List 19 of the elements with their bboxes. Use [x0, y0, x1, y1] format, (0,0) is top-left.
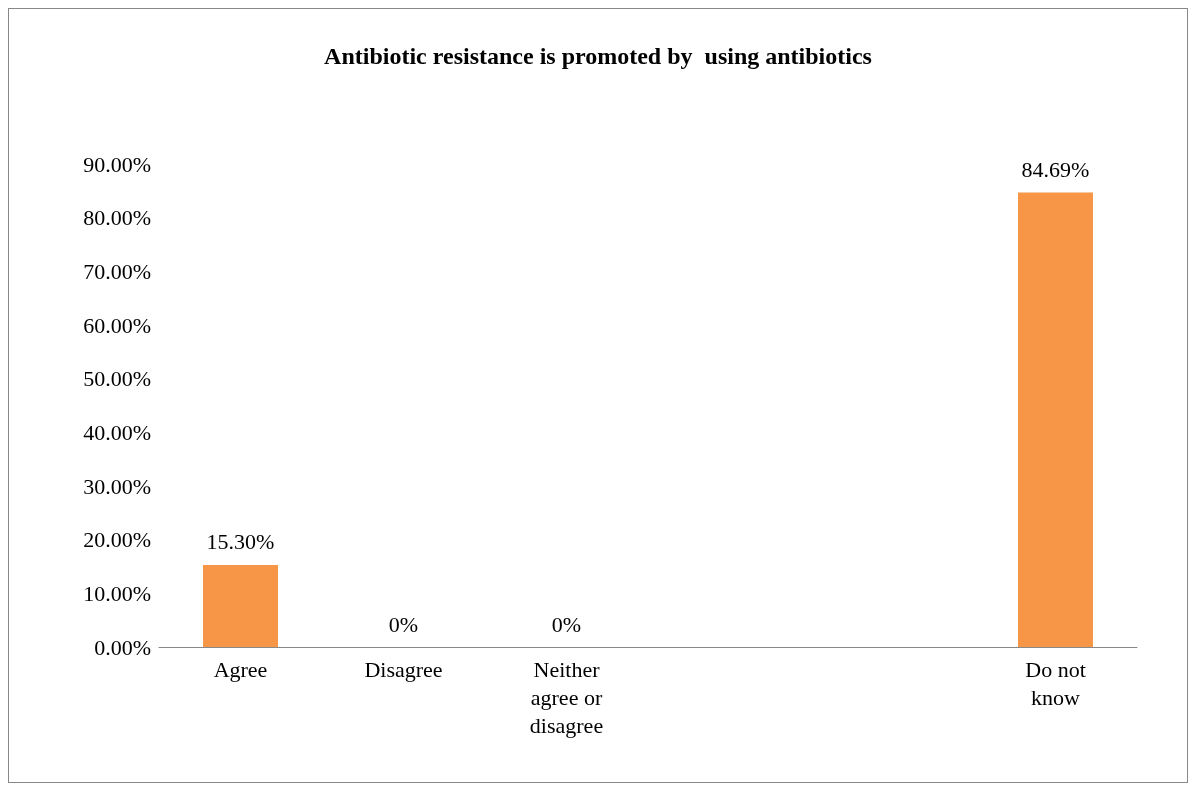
data-label: 15.30% — [206, 529, 275, 555]
y-tick-label: 60.00% — [83, 312, 151, 338]
y-tick-label: 0.00% — [94, 634, 151, 660]
x-tick-label: Neither agree or disagree — [529, 656, 604, 738]
y-tick-label: 80.00% — [83, 205, 151, 231]
y-tick-label: 90.00% — [83, 151, 151, 177]
y-tick-label: 10.00% — [83, 580, 151, 606]
x-tick-label: Disagree — [364, 656, 443, 682]
data-label: 84.69% — [1021, 157, 1090, 182]
data-label: 0% — [551, 611, 582, 637]
y-tick-label: 50.00% — [83, 366, 151, 392]
chart-title: Antibiotic resistance is promoted by using antibiotics — [324, 43, 872, 69]
y-tick-label: 20.00% — [83, 527, 151, 553]
data-label: 0% — [388, 611, 419, 637]
y-tick-label: 40.00% — [83, 419, 151, 445]
y-tick-label: 70.00% — [83, 258, 151, 284]
y-tick-label: 30.00% — [83, 473, 151, 499]
x-tick-label: Agree — [213, 656, 268, 682]
x-tick-label: Do not know — [1025, 656, 1086, 710]
